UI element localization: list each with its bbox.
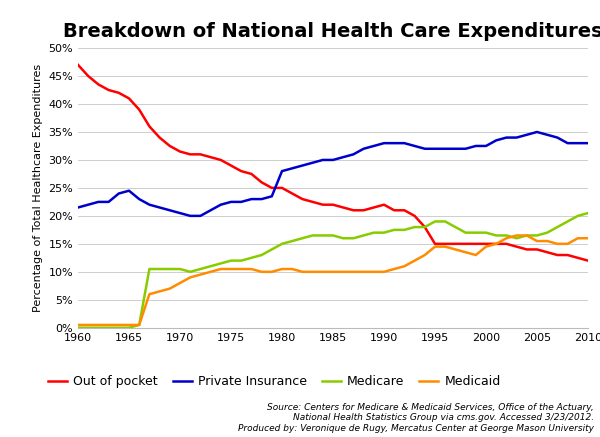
Medicaid [227,267,235,272]
Medicare [442,219,449,224]
Out of pocket [227,163,235,168]
Private Insurance [238,199,245,205]
Private Insurance [584,141,592,146]
Out of pocket [574,255,581,260]
Medicaid [187,275,194,280]
Medicare [74,325,82,330]
Line: Medicaid: Medicaid [78,236,588,325]
Private Insurance [248,197,255,202]
Medicare [411,225,418,230]
Y-axis label: Percentage of Total Healthcare Expenditures: Percentage of Total Healthcare Expenditu… [33,64,43,312]
Private Insurance [421,146,428,151]
Line: Private Insurance: Private Insurance [78,132,588,216]
Medicaid [584,236,592,241]
Title: Breakdown of National Health Care Expenditures: Breakdown of National Health Care Expend… [63,22,600,41]
Medicare [227,258,235,263]
Medicaid [411,258,418,263]
Out of pocket [74,62,82,67]
Medicare [574,213,581,218]
Private Insurance [197,213,204,218]
Out of pocket [187,152,194,157]
Medicaid [238,267,245,272]
Line: Medicare: Medicare [78,213,588,328]
Out of pocket [442,241,449,246]
Medicaid [74,323,82,328]
Medicaid [513,233,520,238]
Private Insurance [187,213,194,218]
Medicaid [574,236,581,241]
Out of pocket [238,169,245,174]
Private Insurance [452,146,459,151]
Line: Out of pocket: Out of pocket [78,65,588,260]
Legend: Out of pocket, Private Insurance, Medicare, Medicaid: Out of pocket, Private Insurance, Medica… [43,371,506,393]
Medicare [238,258,245,263]
Medicare [584,211,592,216]
Private Insurance [533,129,541,135]
Out of pocket [584,258,592,263]
Medicaid [442,244,449,249]
Text: Source: Centers for Medicare & Medicaid Services, Office of the Actuary,
Nationa: Source: Centers for Medicare & Medicaid … [238,403,594,433]
Medicare [187,269,194,274]
Out of pocket [411,213,418,218]
Private Insurance [574,141,581,146]
Private Insurance [74,205,82,210]
